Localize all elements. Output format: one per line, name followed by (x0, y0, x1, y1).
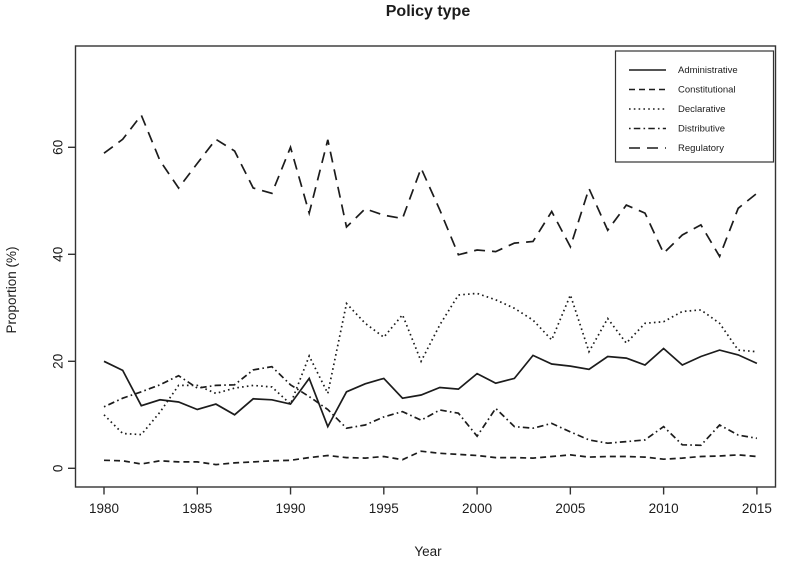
y-axis: 0 20 40 60 (50, 140, 76, 473)
series-line-constitutional (103, 450, 757, 466)
legend: Administrative Constitutional Declarative D… (614, 50, 775, 163)
plot-area-border (74, 45, 777, 488)
x-tick-label: 2000 (462, 501, 492, 516)
legend-entry: Declarative (629, 104, 726, 115)
x-tick-label: 2015 (742, 501, 772, 516)
legend-label: Constitutional (678, 85, 736, 96)
legend-entry: Constitutional (629, 85, 736, 96)
series-line-declarative (103, 292, 757, 436)
legend-label: Administrative (678, 65, 738, 76)
legend-label: Distributive (678, 124, 725, 135)
x-axis: 1980 1985 1990 1995 2000 2005 2010 2015 (89, 487, 772, 516)
x-tick-label: 2010 (649, 501, 679, 516)
y-tick-label: 40 (50, 247, 65, 262)
y-tick-label: 60 (51, 140, 66, 155)
series-lines (103, 113, 758, 466)
x-tick-label: 2005 (555, 501, 585, 516)
x-tick-label: 1990 (276, 501, 306, 516)
x-tick-label: 1985 (182, 501, 212, 516)
y-axis-label: Proportion (%) (4, 246, 19, 333)
legend-entries: Administrative Constitutional Declarative D… (629, 65, 738, 154)
chart-title: Policy type (386, 3, 471, 20)
legend-entry: Distributive (629, 124, 725, 135)
y-tick-label: 20 (51, 354, 66, 369)
legend-entry: Regulatory (629, 143, 724, 154)
legend-entry: Administrative (629, 65, 738, 76)
x-tick-label: 1995 (369, 501, 399, 516)
legend-label: Regulatory (678, 143, 724, 154)
series-line-administrative (103, 347, 758, 429)
series-line-distributive (103, 365, 758, 447)
legend-label: Declarative (678, 104, 726, 115)
y-tick-label: 0 (51, 465, 66, 473)
series-line-regulatory (103, 113, 758, 259)
x-axis-label: Year (414, 544, 442, 559)
x-tick-label: 1980 (89, 501, 119, 516)
